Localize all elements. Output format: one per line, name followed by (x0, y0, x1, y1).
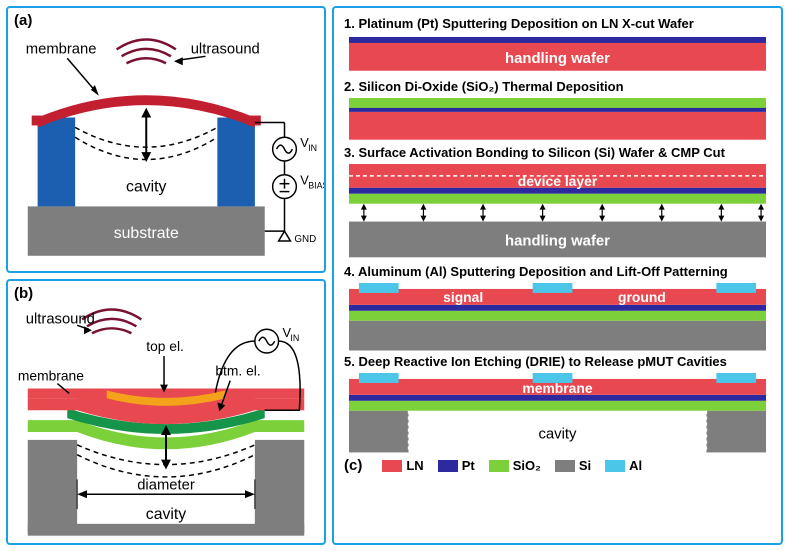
membrane-b-label: membrane (18, 367, 84, 383)
step-2-svg (344, 96, 771, 144)
right-column: 1. Platinum (Pt) Sputtering Deposition o… (332, 6, 783, 545)
step-1-title: 1. Platinum (Pt) Sputtering Deposition o… (344, 16, 771, 31)
panel-b-tag: (b) (14, 285, 33, 302)
panel-c: 1. Platinum (Pt) Sputtering Deposition o… (332, 6, 783, 545)
vin-a-sub: IN (308, 143, 317, 153)
vin-b-sub: IN (290, 333, 299, 343)
scissors-icon: ✂ (768, 167, 771, 183)
legend-pt: Pt (438, 458, 475, 473)
topel-label: top el. (146, 338, 184, 354)
gnd-label: GND (294, 234, 316, 245)
panel-a-svg: substrate cavity (8, 8, 324, 271)
vbias-sub: BIAS (308, 181, 324, 191)
step-1-svg: handling wafer (344, 33, 771, 77)
step-3-title: 3. Surface Activation Bonding to Silicon… (344, 145, 771, 160)
substrate-label: substrate (114, 225, 179, 242)
panel-a-tag: (a) (14, 12, 32, 29)
diameter-label: diameter (137, 477, 195, 493)
step4-ground: ground (618, 288, 666, 304)
panel-c-tag: (c) (344, 457, 362, 474)
step-4-svg: signal ground (344, 281, 771, 352)
ultrasound-a-label: ultrasound (191, 41, 260, 57)
step3-bot-text: handling wafer (505, 234, 610, 250)
legend-sio2: SiO₂ (489, 458, 541, 473)
figure-root: (a) substrate cavity (0, 0, 789, 551)
step-2-title: 2. Silicon Di-Oxide (SiO₂) Thermal Depos… (344, 79, 771, 94)
step5-cavity: cavity (538, 427, 577, 443)
panel-b-svg: ultrasound top el. btm. el. membrane V I… (8, 281, 324, 544)
step-5-svg: membrane cavity (344, 371, 771, 454)
legend-ln: LN (382, 458, 423, 473)
panel-a: (a) substrate cavity (6, 6, 326, 273)
cavity-b-label: cavity (146, 505, 186, 522)
left-column: (a) substrate cavity (6, 6, 326, 545)
legend-si: Si (555, 458, 591, 473)
ultrasound-icon (117, 40, 176, 64)
step-4-title: 4. Aluminum (Al) Sputtering Deposition a… (344, 264, 771, 279)
btmel-label: btm. el. (215, 362, 260, 378)
step1-text: handling wafer (505, 51, 610, 67)
legend: (c) LN Pt SiO₂ Si Al (344, 457, 771, 474)
step-5-title: 5. Deep Reactive Ion Etching (DRIE) to R… (344, 354, 771, 369)
cavity-a-label: cavity (126, 179, 166, 196)
panel-b: (b) ultr (6, 279, 326, 546)
ultrasound-b-label: ultrasound (26, 311, 95, 327)
membrane-a-label: membrane (26, 41, 97, 57)
step3-top-text: device layer (518, 173, 598, 189)
legend-al: Al (605, 458, 642, 473)
step4-signal: signal (443, 288, 483, 304)
step-3-svg: device layer ✂ (344, 162, 771, 261)
step5-membrane: membrane (522, 380, 593, 396)
